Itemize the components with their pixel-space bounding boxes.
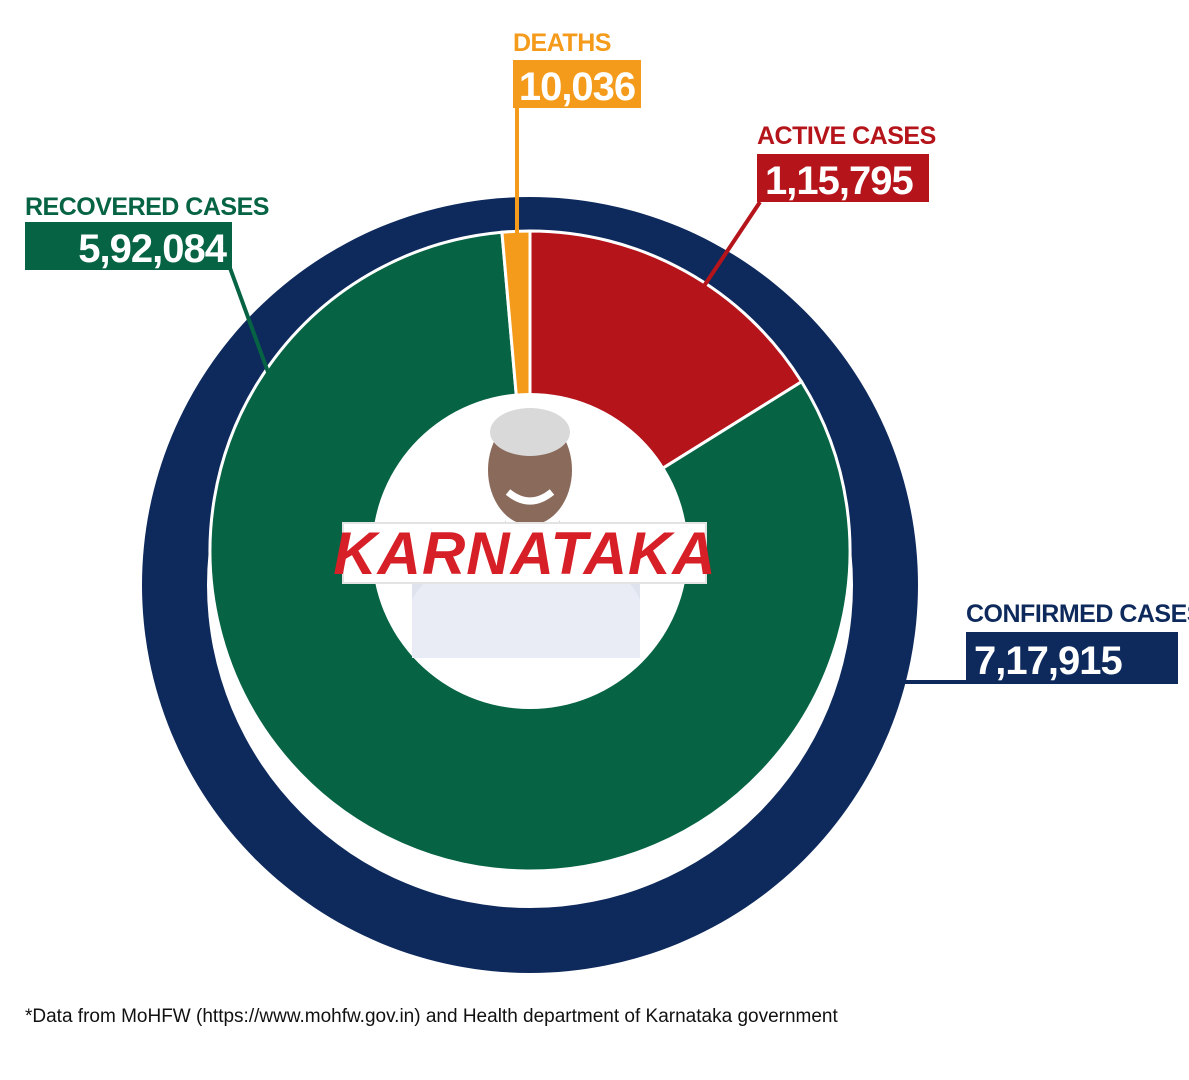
recovered-value-box bbox=[25, 222, 232, 270]
footnote: *Data from MoHFW (https://www.mohfw.gov.… bbox=[25, 1006, 839, 1027]
confirmed-value: 7,17,915 bbox=[974, 639, 1122, 683]
deaths-label: DEATHS bbox=[513, 29, 611, 57]
active-leader-line bbox=[698, 200, 762, 294]
recovered-leader-line bbox=[228, 267, 270, 373]
recovered-label: RECOVERED CASES bbox=[25, 193, 269, 221]
recovered-value: 5,92,084 bbox=[78, 227, 227, 271]
active-value: 1,15,795 bbox=[765, 159, 913, 203]
active-value-box bbox=[757, 154, 929, 202]
confirmed-label: CONFIRMED CASES bbox=[966, 600, 1189, 628]
deaths-value: 10,036 bbox=[519, 65, 635, 109]
portrait-image bbox=[412, 408, 640, 658]
region-label: KARNATAKA bbox=[333, 520, 716, 587]
active-label: ACTIVE CASES bbox=[757, 122, 936, 150]
region-banner bbox=[342, 522, 707, 584]
confirmed-value-box bbox=[966, 632, 1178, 684]
deaths-value-box bbox=[513, 60, 641, 108]
